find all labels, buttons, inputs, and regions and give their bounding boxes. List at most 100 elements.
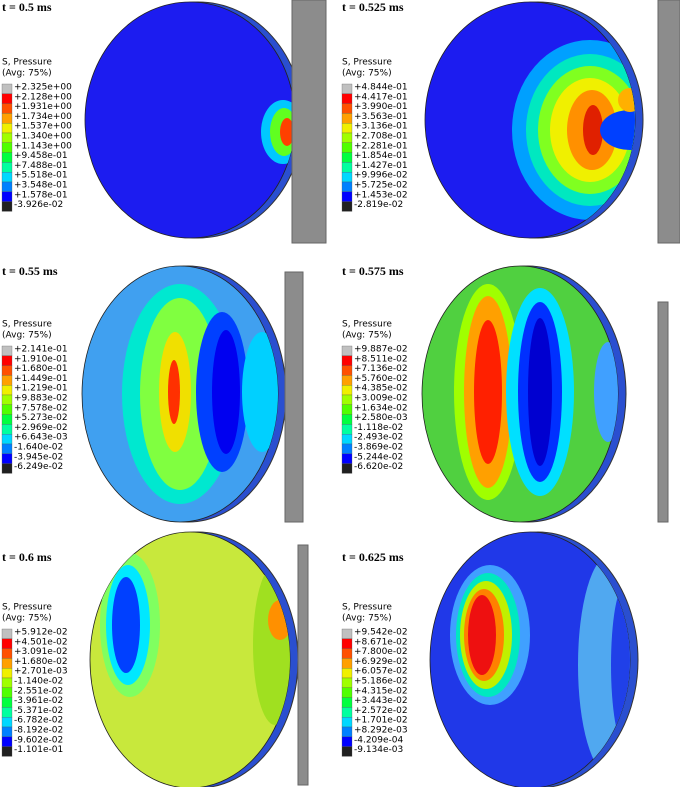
- legend-swatch: [1, 668, 13, 679]
- legend-swatch: [341, 83, 353, 94]
- legend-swatch: [1, 697, 13, 708]
- legend-value: +7.578e-02: [14, 403, 68, 413]
- legend-swatch: [341, 201, 353, 212]
- legend-value: -6.620e-02: [354, 462, 403, 472]
- legend-swatch: [341, 113, 353, 124]
- legend-swatch: [341, 345, 353, 356]
- legend-title: S, Pressure: [2, 603, 52, 613]
- time-label: t = 0.625 ms: [342, 550, 404, 564]
- legend-value: -1.640e-02: [14, 443, 63, 453]
- contour-band: [242, 332, 278, 452]
- legend-swatch: [341, 355, 353, 366]
- legend-subtitle: (Avg: 75%): [2, 331, 52, 341]
- contour-band: [168, 360, 180, 424]
- legend-value: +1.680e-02: [14, 657, 68, 667]
- legend-swatch: [341, 677, 353, 688]
- legend-swatch: [1, 707, 13, 718]
- legend-value: +2.128e+00: [14, 92, 72, 102]
- legend-swatch: [1, 152, 13, 163]
- legend-swatch: [341, 707, 353, 718]
- legend-swatch: [341, 152, 353, 163]
- legend-value: -1.118e-02: [354, 423, 403, 433]
- legend-value: +1.931e+00: [14, 102, 72, 112]
- contour-band: [611, 585, 630, 745]
- contour-band: [600, 110, 635, 150]
- panel: t = 0.525 ms S, Pressure(Avg: 75%) +4.844e…: [341, 0, 680, 244]
- legend-swatch: [1, 142, 13, 153]
- legend-value: +9.996e-02: [354, 171, 408, 181]
- legend-swatch: [1, 132, 13, 143]
- legend-value: +2.325e+00: [14, 83, 72, 93]
- legend-swatch: [341, 103, 353, 114]
- legend-subtitle: (Avg: 75%): [2, 69, 52, 79]
- legend-swatch: [341, 385, 353, 396]
- legend-swatch: [341, 717, 353, 728]
- legend-swatch: [1, 648, 13, 659]
- legend-value: -9.134e-03: [354, 745, 403, 755]
- legend-value: +3.091e-02: [14, 647, 68, 657]
- legend-value: +1.578e-01: [14, 190, 68, 200]
- contour-band: [112, 577, 140, 673]
- legend-swatch: [1, 181, 13, 192]
- legend-value: +1.449e-01: [14, 374, 68, 384]
- legend-value: -2.819e-02: [354, 200, 403, 210]
- legend-swatch: [1, 385, 13, 396]
- legend-value: +4.501e-02: [14, 637, 68, 647]
- legend-value: +4.844e-01: [354, 83, 408, 93]
- legend-value: -2.551e-02: [14, 686, 63, 696]
- legend-swatch: [341, 93, 353, 104]
- legend-value: +1.143e+00: [14, 141, 72, 151]
- legend-value: -3.926e-02: [14, 200, 63, 210]
- legend-swatch: [341, 191, 353, 202]
- plate: [297, 544, 309, 786]
- panel: t = 0.575 ms S, Pressure(Avg: 75%) +9.887e…: [341, 264, 669, 523]
- legend-value: +3.136e-01: [354, 122, 408, 132]
- legend-value: +8.292e-03: [354, 726, 408, 736]
- time-label: t = 0.55 ms: [2, 264, 58, 278]
- legend-value: +2.969e-02: [14, 423, 68, 433]
- legend-value: -6.782e-02: [14, 716, 63, 726]
- legend-swatch: [1, 424, 13, 435]
- legend-value: +5.518e-01: [14, 171, 68, 181]
- legend-swatch: [341, 414, 353, 425]
- time-label: t = 0.575 ms: [342, 264, 404, 278]
- legend-value: +1.701e-02: [354, 716, 408, 726]
- legend-value: +2.281e-01: [354, 141, 408, 151]
- legend-value: +9.542e-02: [354, 628, 408, 638]
- legend-value: +1.427e-01: [354, 161, 408, 171]
- legend-swatch: [1, 434, 13, 445]
- legend-value: -3.945e-02: [14, 452, 63, 462]
- legend-swatch: [341, 687, 353, 698]
- legend-value: +5.186e-02: [354, 677, 408, 687]
- contours: [512, 40, 635, 220]
- legend-value: +5.760e-02: [354, 374, 408, 384]
- legend-title: S, Pressure: [342, 58, 392, 68]
- legend-swatch: [1, 201, 13, 212]
- legend-title: S, Pressure: [342, 320, 392, 330]
- time-label: t = 0.5 ms: [2, 0, 52, 14]
- legend-swatch: [1, 93, 13, 104]
- legend-swatch: [341, 736, 353, 747]
- legend-swatch: [1, 443, 13, 454]
- legend-swatch: [1, 638, 13, 649]
- legend-value: +1.634e-02: [354, 403, 408, 413]
- legend-value: +1.537e+00: [14, 122, 72, 132]
- legend-value: +6.643e-03: [14, 433, 68, 443]
- legend-value: +8.671e-02: [354, 637, 408, 647]
- contour-band: [468, 595, 496, 675]
- legend-swatch: [341, 648, 353, 659]
- legend-swatch: [1, 345, 13, 356]
- legend-swatch: [341, 726, 353, 737]
- contour-band: [280, 118, 294, 146]
- legend-swatch: [341, 181, 353, 192]
- legend-value: +2.708e-01: [354, 132, 408, 142]
- legend-swatch: [1, 453, 13, 464]
- panel: t = 0.5 ms S, Pressure(Avg: 75%) +2.325e+0…: [1, 0, 327, 244]
- legend-swatch: [341, 365, 353, 376]
- legend-value: +1.340e+00: [14, 132, 72, 142]
- legend-value: +3.548e-01: [14, 181, 68, 191]
- legend-swatch: [1, 83, 13, 94]
- legend-value: +2.580e-03: [354, 413, 408, 423]
- legend-subtitle: (Avg: 75%): [342, 614, 392, 624]
